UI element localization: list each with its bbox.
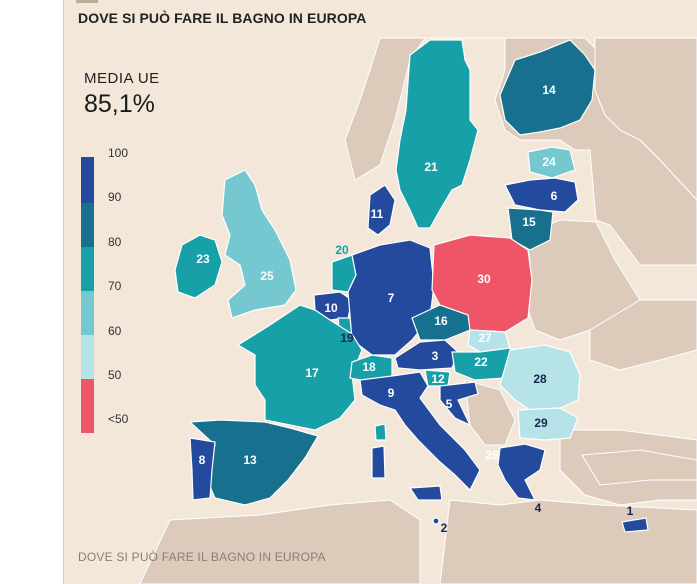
color-legend [81, 157, 94, 433]
rank-label: 14 [542, 83, 556, 97]
country-croatia [439, 381, 479, 427]
rank-label: 20 [335, 243, 349, 257]
country-cyprus [621, 517, 649, 533]
legend-band-80-90 [81, 203, 94, 247]
legend-band-70-80 [81, 247, 94, 291]
rank-label: 21 [424, 160, 438, 174]
country-greece [497, 443, 546, 501]
country-latvia [504, 177, 579, 213]
country-italy-sardinia [371, 445, 386, 479]
rank-label: 15 [522, 215, 536, 229]
country-portugal [189, 437, 216, 501]
rank-label: 30 [477, 272, 491, 286]
rank-label: 3 [432, 349, 439, 363]
rank-label: 6 [551, 189, 558, 203]
country-estonia [527, 146, 576, 179]
rank-label: 17 [305, 366, 319, 380]
rank-label: 13 [243, 453, 257, 467]
rank-label: 29 [534, 416, 548, 430]
country-united-kingdom [221, 169, 297, 319]
country-france [236, 304, 363, 431]
country-sweden [395, 39, 479, 229]
legend-tick: 50 [108, 368, 122, 382]
legend-band-60-70 [81, 291, 94, 335]
rank-label: 26 [485, 448, 499, 462]
rank-label: 12 [431, 372, 445, 386]
eu-countries [174, 39, 649, 533]
legend-band-50-60 [81, 335, 94, 379]
rank-label: 10 [324, 301, 338, 315]
rank-label: 23 [196, 252, 210, 266]
eu-average-value: 85,1% [84, 90, 155, 118]
rank-label: 5 [446, 397, 453, 411]
legend-tick: 70 [108, 279, 122, 293]
legend-band-below-50 [81, 379, 94, 433]
country-france-corsica [374, 423, 387, 441]
rank-label: 16 [434, 314, 448, 328]
rank-label: 9 [388, 386, 395, 400]
legend-tick: 80 [108, 235, 122, 249]
country-italy [359, 371, 481, 492]
legend-band-90-100 [81, 157, 94, 203]
rank-label: 22 [474, 355, 488, 369]
rank-label: 28 [533, 372, 547, 386]
rank-label: 8 [199, 453, 206, 467]
rank-label: 24 [542, 155, 556, 169]
country-bulgaria [517, 407, 579, 441]
country-germany [347, 239, 435, 356]
title-rule [76, 0, 98, 3]
legend-tick: 60 [108, 324, 122, 338]
country-italy-sicily [408, 485, 443, 501]
country-finland [499, 39, 596, 136]
legend-tick: <50 [108, 412, 129, 426]
rank-label: 1 [627, 504, 634, 518]
country-denmark [367, 184, 396, 236]
rank-label: 2 [441, 521, 448, 535]
rank-label: 7 [388, 291, 395, 305]
legend-tick: 90 [108, 190, 122, 204]
country-ireland [174, 234, 223, 299]
footer-caption: DOVE SI PUÒ FARE IL BAGNO IN EUROPA [78, 550, 326, 564]
rank-label: 18 [362, 360, 376, 374]
eu-average-label: MEDIA UE [84, 70, 160, 87]
rank-label: 25 [260, 269, 274, 283]
country-romania [499, 344, 581, 411]
rank-label: 19 [340, 331, 354, 345]
rank-label: 11 [371, 207, 384, 221]
country-malta [432, 517, 440, 525]
country-rank-labels: 1 2 3 4 5 6 7 8 9 10 11 12 13 14 15 16 1… [196, 83, 633, 535]
rank-label: 27 [478, 331, 492, 345]
rank-label: 4 [535, 501, 542, 515]
map-title: DOVE SI PUÒ FARE IL BAGNO IN EUROPA [78, 10, 367, 26]
legend-tick: 100 [108, 146, 129, 160]
